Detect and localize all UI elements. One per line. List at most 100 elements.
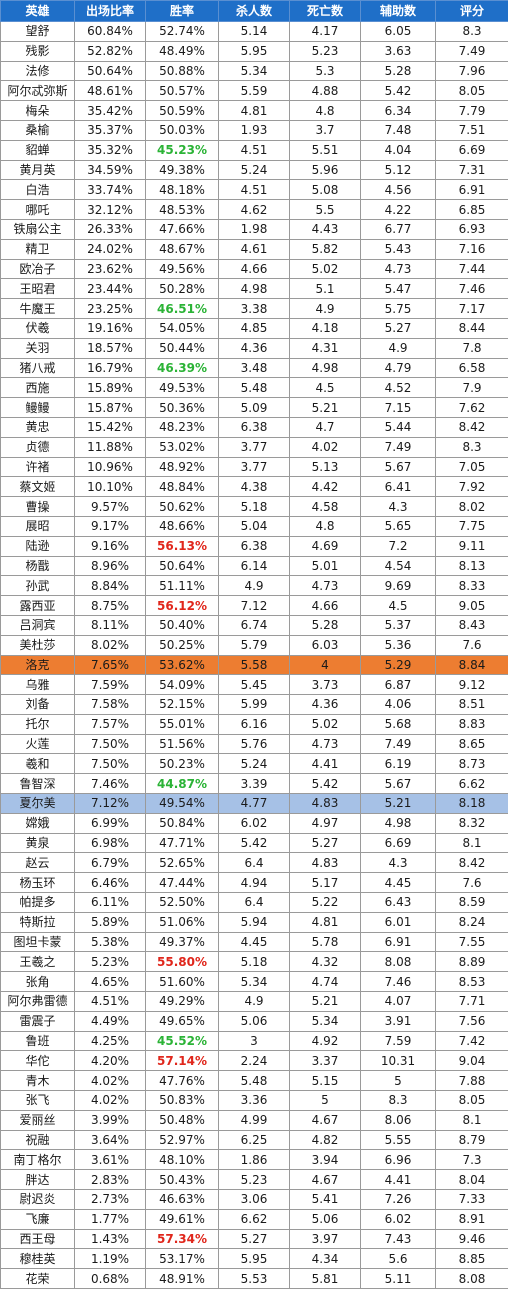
cell-hero: 雷震子: [1, 1011, 75, 1031]
cell-hero: 吕洞宾: [1, 615, 75, 635]
cell-score: 8.24: [436, 912, 508, 932]
cell-assists: 4.56: [361, 180, 436, 200]
cell-score: 7.92: [436, 477, 508, 497]
cell-deaths: 5.08: [290, 180, 361, 200]
cell-win-rate: 50.57%: [146, 81, 219, 101]
cell-deaths: 4.83: [290, 794, 361, 814]
cell-win-rate: 49.61%: [146, 1209, 219, 1229]
cell-deaths: 4.17: [290, 22, 361, 42]
cell-deaths: 5.01: [290, 556, 361, 576]
cell-kills: 3.38: [219, 299, 290, 319]
cell-hero: 祝融: [1, 1130, 75, 1150]
cell-hero: 白浩: [1, 180, 75, 200]
header-kills[interactable]: 杀人数: [219, 1, 290, 22]
cell-hero: 南丁格尔: [1, 1150, 75, 1170]
cell-kills: 5.76: [219, 734, 290, 754]
cell-deaths: 4.8: [290, 101, 361, 121]
cell-hero: 鲁班: [1, 1031, 75, 1051]
cell-pick-rate: 35.32%: [75, 140, 146, 160]
cell-assists: 4.73: [361, 259, 436, 279]
cell-score: 7.05: [436, 457, 508, 477]
cell-kills: 6.16: [219, 714, 290, 734]
cell-assists: 7.15: [361, 398, 436, 418]
cell-deaths: 3.94: [290, 1150, 361, 1170]
cell-win-rate: 50.43%: [146, 1170, 219, 1190]
cell-deaths: 5.02: [290, 714, 361, 734]
cell-pick-rate: 8.84%: [75, 576, 146, 596]
header-pick-rate[interactable]: 出场比率: [75, 1, 146, 22]
cell-hero: 穆桂英: [1, 1249, 75, 1269]
cell-hero: 花荣: [1, 1269, 75, 1289]
cell-kills: 5.18: [219, 952, 290, 972]
cell-kills: 4.9: [219, 992, 290, 1012]
cell-assists: 10.31: [361, 1051, 436, 1071]
cell-kills: 5.24: [219, 160, 290, 180]
cell-deaths: 5.15: [290, 1071, 361, 1091]
cell-pick-rate: 11.88%: [75, 437, 146, 457]
cell-deaths: 4.73: [290, 576, 361, 596]
cell-kills: 5.94: [219, 912, 290, 932]
cell-kills: 4.81: [219, 101, 290, 121]
header-deaths[interactable]: 死亡数: [290, 1, 361, 22]
cell-pick-rate: 19.16%: [75, 318, 146, 338]
cell-win-rate: 50.28%: [146, 279, 219, 299]
cell-hero: 贞德: [1, 437, 75, 457]
cell-deaths: 4.73: [290, 734, 361, 754]
cell-kills: 4.98: [219, 279, 290, 299]
cell-hero: 法修: [1, 61, 75, 81]
cell-pick-rate: 35.42%: [75, 101, 146, 121]
cell-score: 7.75: [436, 516, 508, 536]
cell-kills: 7.12: [219, 596, 290, 616]
cell-hero: 牛魔王: [1, 299, 75, 319]
cell-hero: 铁扇公主: [1, 219, 75, 239]
cell-score: 9.05: [436, 596, 508, 616]
cell-win-rate: 55.01%: [146, 714, 219, 734]
cell-score: 7.46: [436, 279, 508, 299]
cell-score: 8.79: [436, 1130, 508, 1150]
cell-kills: 6.38: [219, 536, 290, 556]
cell-win-rate: 45.23%: [146, 140, 219, 160]
cell-win-rate: 48.53%: [146, 200, 219, 220]
cell-score: 8.59: [436, 893, 508, 913]
cell-win-rate: 48.67%: [146, 239, 219, 259]
cell-hero: 王羲之: [1, 952, 75, 972]
cell-score: 9.12: [436, 675, 508, 695]
cell-kills: 4.94: [219, 873, 290, 893]
header-assists[interactable]: 辅助数: [361, 1, 436, 22]
cell-kills: 5.27: [219, 1229, 290, 1249]
cell-pick-rate: 23.44%: [75, 279, 146, 299]
cell-kills: 4.38: [219, 477, 290, 497]
cell-deaths: 4.88: [290, 81, 361, 101]
cell-score: 7.62: [436, 398, 508, 418]
cell-deaths: 5.41: [290, 1190, 361, 1210]
cell-win-rate: 50.40%: [146, 615, 219, 635]
cell-assists: 5.55: [361, 1130, 436, 1150]
cell-score: 7.96: [436, 61, 508, 81]
header-score[interactable]: 评分: [436, 1, 508, 22]
cell-assists: 5.44: [361, 417, 436, 437]
cell-assists: 4.9: [361, 338, 436, 358]
cell-kills: 5.79: [219, 635, 290, 655]
cell-win-rate: 45.52%: [146, 1031, 219, 1051]
cell-assists: 5.28: [361, 61, 436, 81]
cell-hero: 洛克: [1, 655, 75, 675]
header-win-rate[interactable]: 胜率: [146, 1, 219, 22]
cell-win-rate: 49.29%: [146, 992, 219, 1012]
header-hero[interactable]: 英雄: [1, 1, 75, 22]
cell-score: 8.32: [436, 813, 508, 833]
cell-pick-rate: 4.02%: [75, 1071, 146, 1091]
